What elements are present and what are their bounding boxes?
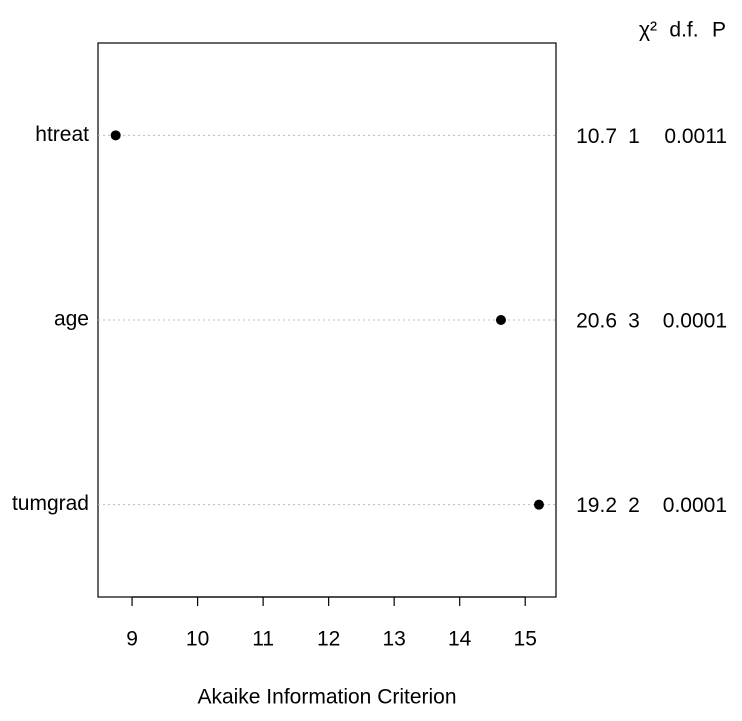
table-cell: 3 <box>628 310 640 333</box>
y-category-label: age <box>54 308 89 331</box>
table-cell: 10.7 <box>576 125 617 148</box>
table-cell: 0.0001 <box>663 310 727 333</box>
x-tick-label: 12 <box>317 628 340 651</box>
y-category-label: tumgrad <box>12 492 89 515</box>
x-tick-label: 13 <box>382 628 405 651</box>
table-header: P <box>712 19 726 42</box>
table-cell: 0.0011 <box>664 125 727 148</box>
x-tick-label: 11 <box>252 628 274 651</box>
table-cell: 20.6 <box>576 310 617 333</box>
plot-frame <box>97 42 557 598</box>
x-tick-label: 9 <box>126 628 138 651</box>
table-header: χ² <box>639 19 657 42</box>
x-tick-label: 14 <box>448 628 472 651</box>
table-cell: 2 <box>628 494 640 517</box>
x-tick-label: 15 <box>514 628 537 651</box>
dot <box>495 315 506 325</box>
dot <box>110 130 121 141</box>
dot <box>533 499 544 510</box>
table-cell: 1 <box>628 125 640 148</box>
table-header: d.f. <box>669 19 698 42</box>
table-cell: 0.0001 <box>663 494 727 517</box>
table-cell: 19.2 <box>576 494 617 517</box>
x-tick-label: 10 <box>186 628 209 651</box>
x-axis-label: Akaike Information Criterion <box>197 686 456 709</box>
y-category-label: htreat <box>35 123 89 146</box>
